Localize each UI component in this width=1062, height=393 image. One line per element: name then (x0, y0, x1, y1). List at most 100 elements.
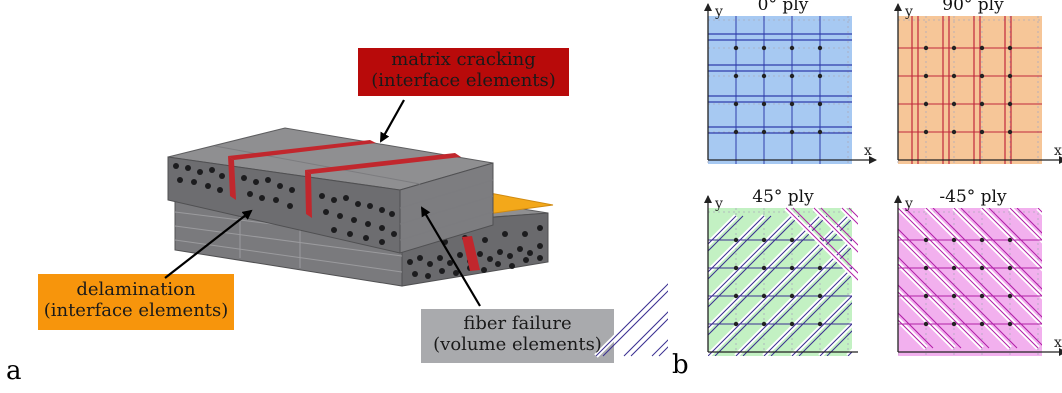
ply-title: -45° ply (939, 187, 1007, 207)
node (923, 321, 929, 327)
fiber-line (595, 215, 737, 357)
x-axis-label: x (864, 143, 872, 159)
node (979, 265, 985, 271)
ply-fill (898, 16, 1042, 164)
node (817, 321, 823, 327)
node (789, 73, 795, 79)
node (761, 293, 767, 299)
node (951, 265, 957, 271)
node (761, 73, 767, 79)
node (923, 45, 929, 51)
delamination-label: delamination (interface elements) (38, 279, 234, 321)
node (923, 73, 929, 79)
fiber-failure-crack (462, 236, 480, 271)
node (923, 101, 929, 107)
node (761, 45, 767, 51)
fiber-line (785, 207, 927, 349)
fiber-line (876, 207, 1018, 349)
node (789, 237, 795, 243)
node (923, 265, 929, 271)
node (951, 293, 957, 299)
node (817, 101, 823, 107)
ply-grid-1: x y 90° ply (894, 0, 1062, 164)
ply-grid-0: x y 0° ply (704, 0, 877, 164)
delamination-box (38, 274, 234, 330)
node (817, 129, 823, 135)
node (1007, 237, 1013, 243)
node (1007, 101, 1013, 107)
node (979, 129, 985, 135)
node (733, 237, 739, 243)
node (979, 45, 985, 51)
fiber-failure-arrow (420, 206, 481, 307)
mask-left (858, 168, 898, 393)
node (789, 265, 795, 271)
delamination-arrow (164, 209, 253, 279)
fiber-line (1016, 207, 1062, 254)
node (951, 45, 957, 51)
matrix-cracking-label: matrix cracking (interface elements) (358, 49, 569, 91)
node (733, 129, 739, 135)
node (1007, 45, 1013, 51)
node (733, 265, 739, 271)
ply-fill (708, 16, 852, 164)
node (923, 237, 929, 243)
node (923, 293, 929, 299)
node (951, 101, 957, 107)
node (733, 73, 739, 79)
y-axis-label: y (714, 4, 723, 20)
node (951, 321, 957, 327)
node (1007, 321, 1013, 327)
matrix-crack-2 (305, 153, 461, 174)
node (817, 73, 823, 79)
node (951, 237, 957, 243)
matrix-cracking-line2: (interface elements) (371, 69, 556, 91)
node (761, 265, 767, 271)
matrix-crack-1-side (228, 156, 236, 200)
node (951, 129, 957, 135)
node (789, 129, 795, 135)
panel-letter-a: a (6, 356, 22, 386)
fiber-line (1009, 207, 1062, 261)
y-axis-label: y (904, 196, 913, 212)
matrix-crack-1 (228, 140, 376, 160)
node (979, 73, 985, 79)
fiber-failure-line2: (volume elements) (433, 333, 602, 355)
node (789, 321, 795, 327)
top-ply-layer-lines (214, 145, 494, 241)
fiber-line (686, 215, 828, 357)
node (761, 129, 767, 135)
top-ply-right-side (399, 162, 494, 254)
fiber-line (904, 207, 1046, 349)
matrix-cracking-line1: matrix cracking (391, 49, 536, 70)
panel-letter-b: b (672, 350, 689, 380)
node (951, 73, 957, 79)
node (733, 321, 739, 327)
node (979, 101, 985, 107)
node (817, 45, 823, 51)
matrix-cracking-arrow (380, 99, 405, 143)
node (979, 321, 985, 327)
node (761, 237, 767, 243)
node (733, 101, 739, 107)
ply-title: 90° ply (942, 0, 1004, 15)
node (789, 101, 795, 107)
node (761, 101, 767, 107)
node (733, 293, 739, 299)
x-axis-label: x (1054, 335, 1062, 351)
node (1007, 129, 1013, 135)
fiber-line (953, 207, 1062, 317)
delamination-line1: delamination (76, 279, 196, 300)
node (817, 293, 823, 299)
ply-grid-3: x y -45° ply (784, 168, 1062, 393)
delamination-line2: (interface elements) (43, 299, 229, 321)
fiber-line (897, 207, 1039, 349)
fiber-line (960, 207, 1062, 310)
fiber-line (714, 215, 856, 357)
ply-title: 0° ply (758, 0, 809, 15)
node (761, 321, 767, 327)
y-axis-label: y (904, 4, 913, 20)
mask-right (1042, 168, 1062, 393)
